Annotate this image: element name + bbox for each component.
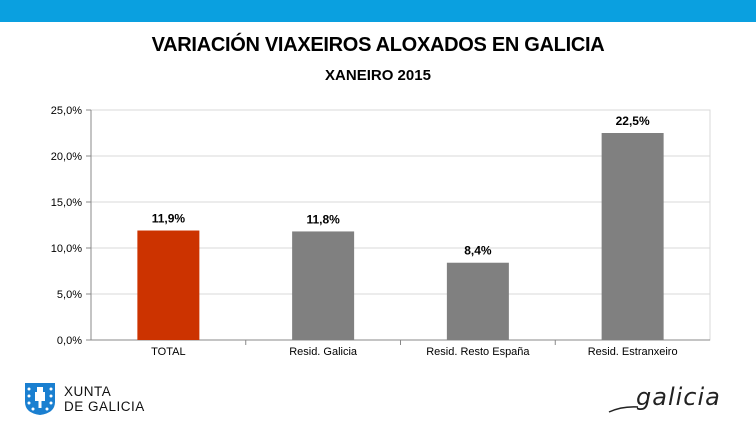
bar (446, 262, 509, 340)
y-tick-label: 15,0% (51, 197, 82, 209)
xunta-wordmark: XUNTA DE GALICIA (64, 384, 145, 414)
galicia-brand-logo: galicia (606, 380, 736, 416)
xunta-line2: DE GALICIA (64, 399, 145, 414)
data-label: 11,8% (306, 212, 340, 226)
x-tick-label: Resid. Galicia (289, 346, 358, 358)
y-tick-label: 20,0% (51, 151, 82, 163)
xunta-line1: XUNTA (64, 384, 112, 399)
chart-title: VARIACIÓN VIAXEIROS ALOXADOS EN GALICIA (151, 34, 605, 56)
y-tick-label: 10,0% (51, 243, 82, 255)
x-tick-label: Resid. Resto España (426, 346, 530, 358)
top-accent-bar (0, 0, 756, 22)
y-tick-label: 5,0% (57, 289, 82, 301)
bar (137, 230, 200, 340)
galicia-coat-of-arms-icon (25, 383, 55, 415)
data-label: 8,4% (464, 244, 492, 258)
y-tick-label: 25,0% (51, 105, 82, 117)
data-label: 22,5% (616, 114, 650, 128)
bar (292, 231, 355, 340)
x-tick-label: TOTAL (151, 346, 185, 358)
galicia-wordmark: galicia (636, 383, 721, 411)
x-tick-label: Resid. Estranxeiro (588, 346, 678, 358)
xunta-de-galicia-logo: XUNTA DE GALICIA (24, 382, 174, 418)
data-label: 11,9% (152, 212, 186, 226)
chart-subtitle: XANEIRO 2015 (325, 67, 431, 84)
y-tick-label: 0,0% (57, 335, 82, 347)
bar (601, 133, 664, 340)
galicia-swoosh-icon (608, 406, 639, 413)
